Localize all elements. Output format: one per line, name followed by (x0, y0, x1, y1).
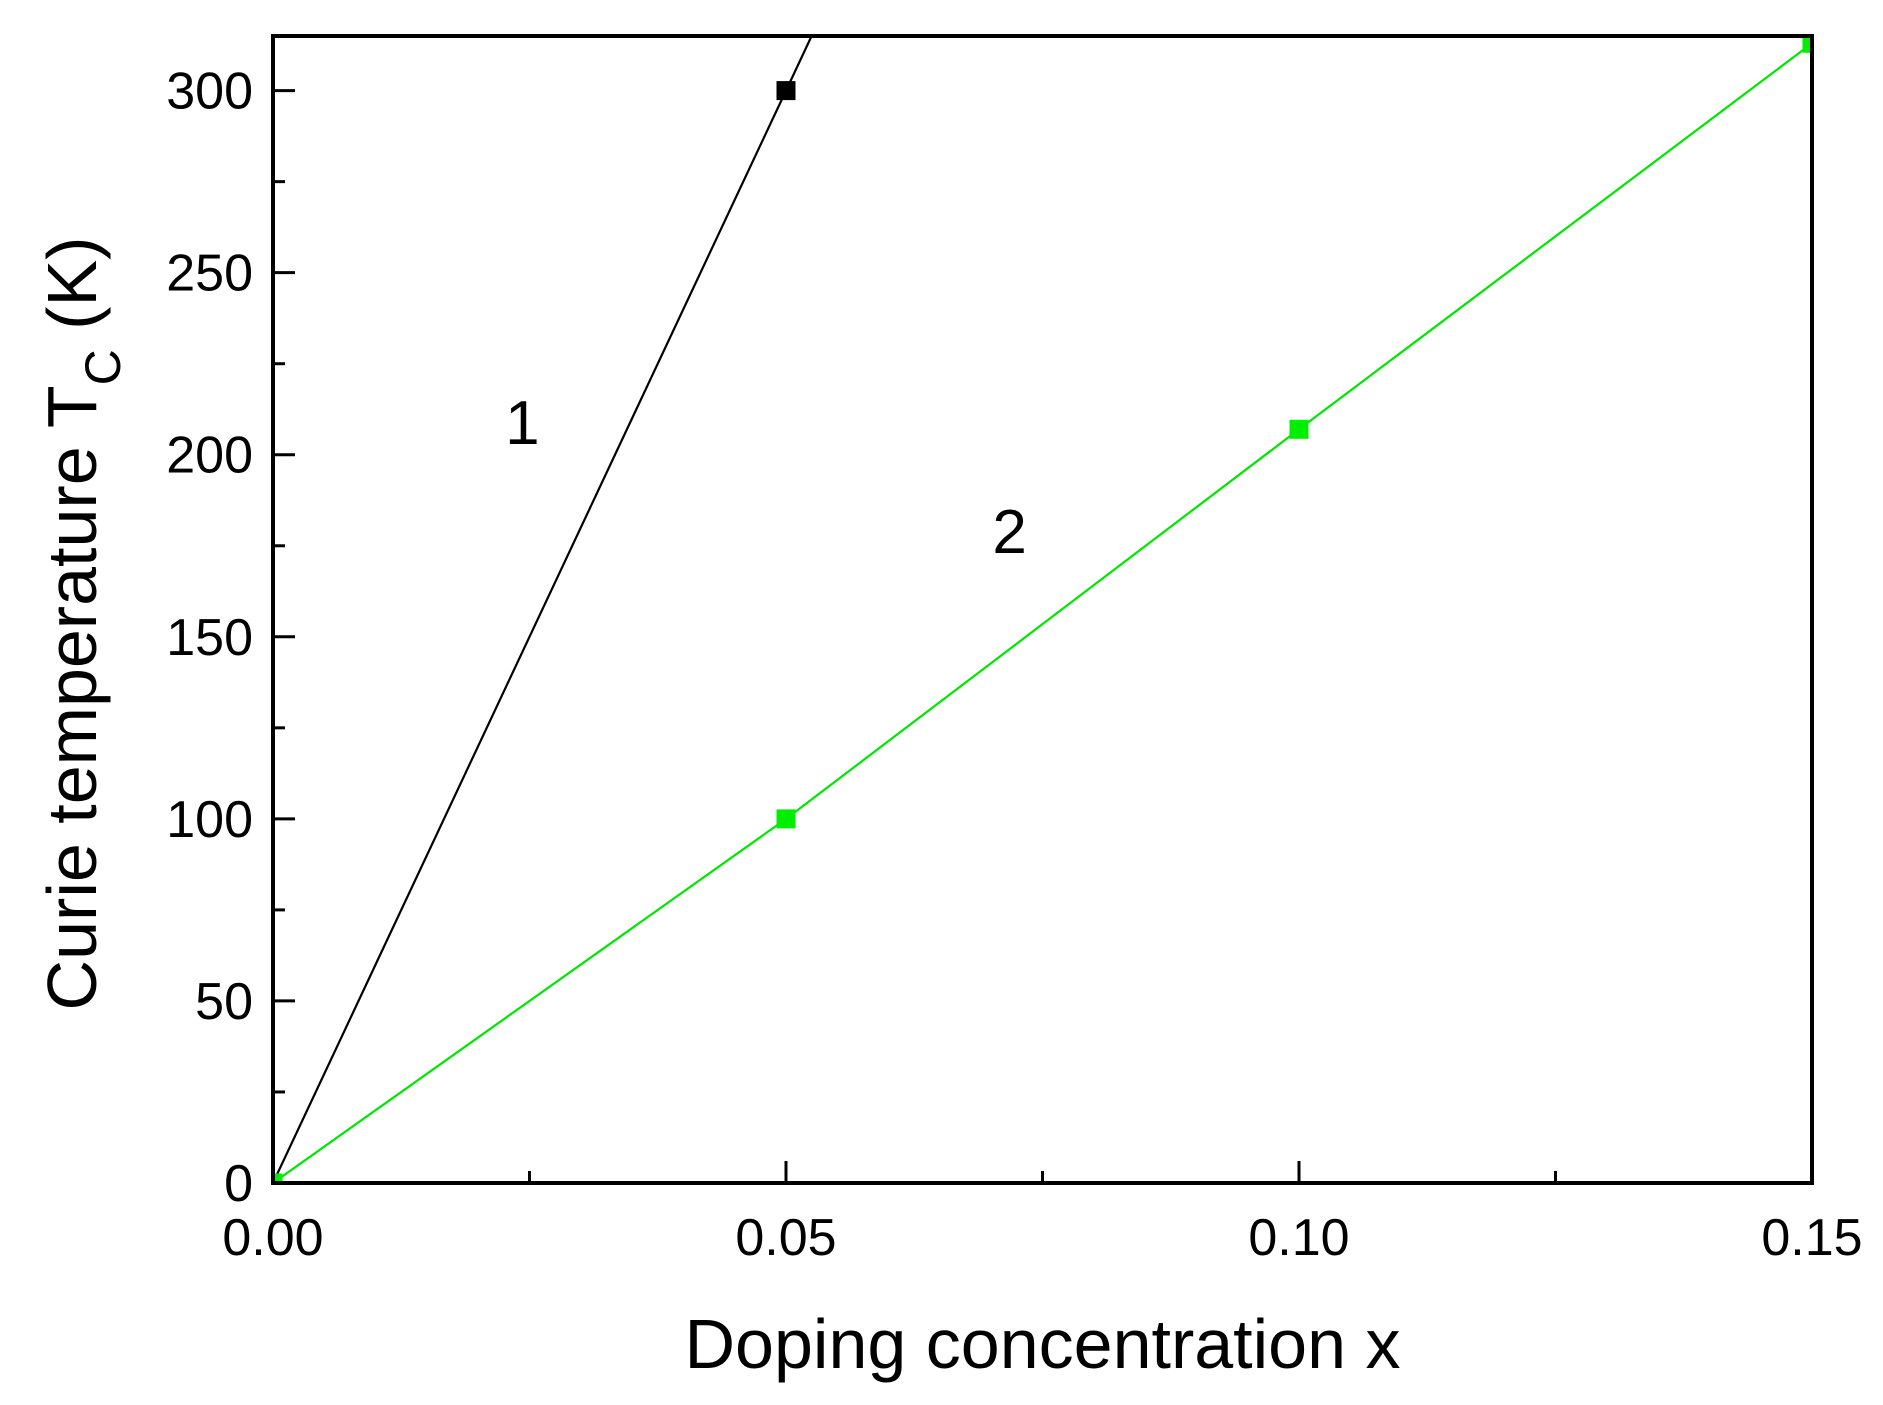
series-layer (273, 36, 1812, 1183)
labels-layer: 0.00 0.05 0.10 0.15 0 50 100 150 200 250 300 Doping… (33, 63, 1863, 1383)
y-axis-title-main: Curie temperature T (33, 385, 111, 1010)
y-axis-title-subscript: C (75, 349, 131, 385)
curve-label-1: 1 (505, 389, 539, 458)
y-axis-title-unit: (K) (33, 237, 111, 350)
y-tick-label-1: 50 (195, 973, 253, 1031)
x-tick-label-0: 0.00 (222, 1209, 323, 1267)
series-1-point-1 (776, 81, 796, 101)
y-tick-label-2: 100 (166, 791, 253, 849)
series-1-line (273, 36, 813, 1183)
series-2-point-1 (776, 809, 796, 829)
x-tick-label-1: 0.05 (735, 1209, 836, 1267)
x-tick-label-2: 0.10 (1248, 1209, 1349, 1267)
y-tick-label-5: 250 (166, 245, 253, 303)
series-2-line (273, 42, 1812, 1183)
y-tick-label-6: 300 (166, 63, 253, 121)
x-tick-label-3: 0.15 (1761, 1209, 1862, 1267)
plot-frame (271, 34, 1814, 1185)
series-2-point-3 (1802, 36, 1812, 53)
y-axis-title: Curie temperature TC (K) (33, 237, 131, 1011)
y-tick-label-3: 150 (166, 609, 253, 667)
series-2-point-0 (273, 1173, 283, 1183)
ticks-layer (271, 89, 1814, 1185)
series-2-point-2 (1289, 419, 1309, 439)
y-tick-label-0: 0 (224, 1155, 253, 1213)
plot-frame-layer (271, 34, 1814, 1185)
y-tick-label-4: 200 (166, 427, 253, 485)
curve-label-2: 2 (992, 498, 1026, 567)
x-axis-title: Doping concentration x (685, 1305, 1401, 1383)
